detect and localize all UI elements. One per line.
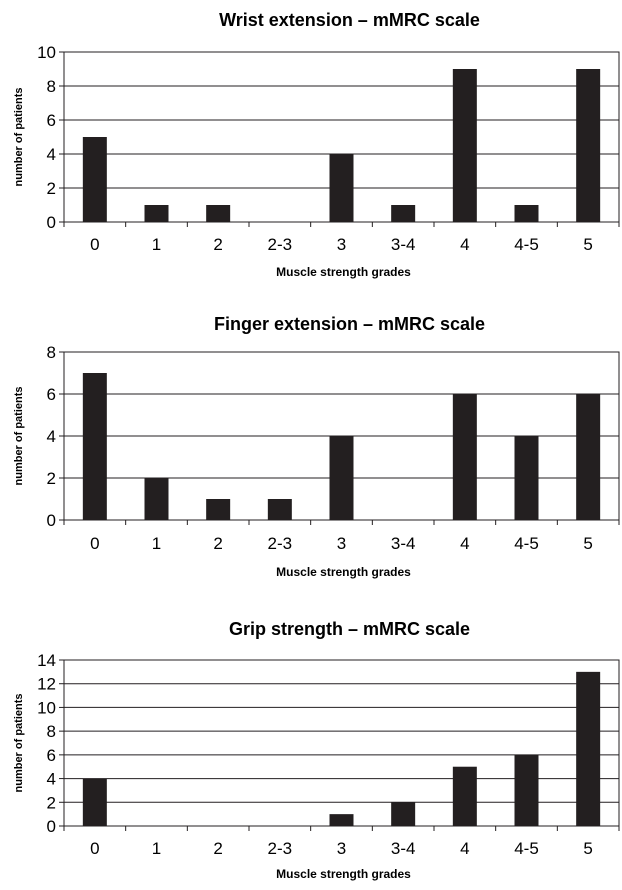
chart1-x-tick-label: 1 [152, 235, 161, 254]
chart2-bar-4 [452, 394, 477, 520]
chart3-y-tick-label: 0 [47, 817, 56, 836]
chart1-bar-1 [144, 205, 169, 222]
chart1-y-axis-title: number of patients [13, 87, 25, 186]
chart1-bar-4 [452, 69, 477, 222]
chart1-x-tick-label: 2 [213, 235, 222, 254]
chart1-y-tick-label: 2 [47, 179, 56, 198]
chart2-x-tick-label: 3 [337, 534, 346, 553]
chart3-x-tick-label: 4 [460, 839, 469, 858]
chart3-x-tick-label: 5 [583, 839, 592, 858]
chart2-x-tick-label: 3-4 [391, 534, 416, 553]
chart2-x-tick-label: 5 [583, 534, 592, 553]
chart2-x-tick-label: 2 [213, 534, 222, 553]
chart2-y-tick-label: 2 [47, 469, 56, 488]
chart3-bar-3-4 [391, 802, 416, 826]
chart2-bar-1 [144, 478, 169, 520]
chart2-bar-2-3 [267, 499, 292, 520]
chart3-x-tick-label: 4-5 [514, 839, 539, 858]
chart2-bar-3 [329, 436, 354, 520]
chart1-x-tick-label: 4-5 [514, 235, 539, 254]
chart1-y-tick-label: 0 [47, 213, 56, 232]
chart3-y-tick-label: 10 [37, 698, 56, 717]
chart3-y-tick-label: 6 [47, 746, 56, 765]
chart1-x-axis-title: Muscle strength grades [276, 265, 411, 279]
chart3-y-tick-label: 8 [47, 722, 56, 741]
chart2-title: Finger extension – mMRC scale [214, 314, 485, 334]
chart1-x-tick-label: 2-3 [268, 235, 293, 254]
chart1-x-tick-label: 3-4 [391, 235, 416, 254]
chart2-x-tick-label: 4 [460, 534, 469, 553]
chart1-x-tick-label: 0 [90, 235, 99, 254]
chart2-x-tick-label: 0 [90, 534, 99, 553]
chart2-x-axis-title: Muscle strength grades [276, 565, 411, 579]
chart1-y-tick-label: 6 [47, 111, 56, 130]
chart3-y-axis-title: number of patients [13, 693, 25, 792]
chart3-bar-4-5 [514, 754, 539, 826]
chart1-bar-3-4 [391, 205, 416, 222]
chart2-y-tick-label: 6 [47, 385, 56, 404]
chart3-y-tick-label: 4 [47, 770, 56, 789]
chart2-bar-0 [82, 373, 107, 520]
chart1-bar-5 [576, 69, 601, 222]
chart3-x-tick-label: 2-3 [268, 839, 293, 858]
chart3-bar-4 [452, 766, 477, 826]
chart3-x-tick-label: 3-4 [391, 839, 416, 858]
chart2-y-tick-label: 4 [47, 427, 56, 446]
chart2-bar-5 [576, 394, 601, 520]
chart3-bar-5 [576, 671, 601, 826]
chart1-y-tick-label: 4 [47, 145, 56, 164]
chart1-bar-4-5 [514, 205, 539, 222]
chart1-bar-3 [329, 154, 354, 222]
chart2-x-tick-label: 2-3 [268, 534, 293, 553]
chart2-bar-2 [206, 499, 231, 520]
chart2-y-tick-label: 0 [47, 511, 56, 530]
chart1-x-tick-label: 5 [583, 235, 592, 254]
chart3-x-tick-label: 0 [90, 839, 99, 858]
chart2-x-tick-label: 1 [152, 534, 161, 553]
chart3-y-tick-label: 14 [37, 651, 56, 670]
chart2-x-tick-label: 4-5 [514, 534, 539, 553]
chart1-bar-0 [82, 137, 107, 222]
chart1-y-tick-label: 10 [37, 43, 56, 62]
chart3-x-tick-label: 2 [213, 839, 222, 858]
chart3-bar-3 [329, 814, 354, 826]
chart3-y-tick-label: 2 [47, 793, 56, 812]
chart3-x-tick-label: 3 [337, 839, 346, 858]
chart3-x-axis-title: Muscle strength grades [276, 867, 411, 881]
chart3-bar-0 [82, 778, 107, 826]
chart3-x-tick-label: 1 [152, 839, 161, 858]
chart2-y-axis-title: number of patients [13, 386, 25, 485]
chart1-x-tick-label: 4 [460, 235, 469, 254]
chart1-title: Wrist extension – mMRC scale [219, 10, 480, 30]
chart2-y-tick-label: 8 [47, 343, 56, 362]
chart2-bar-4-5 [514, 436, 539, 520]
chart1-bar-2 [206, 205, 231, 222]
chart3-y-tick-label: 12 [37, 675, 56, 694]
chart1-y-tick-label: 8 [47, 77, 56, 96]
chart1-x-tick-label: 3 [337, 235, 346, 254]
chart3-title: Grip strength – mMRC scale [229, 619, 470, 639]
